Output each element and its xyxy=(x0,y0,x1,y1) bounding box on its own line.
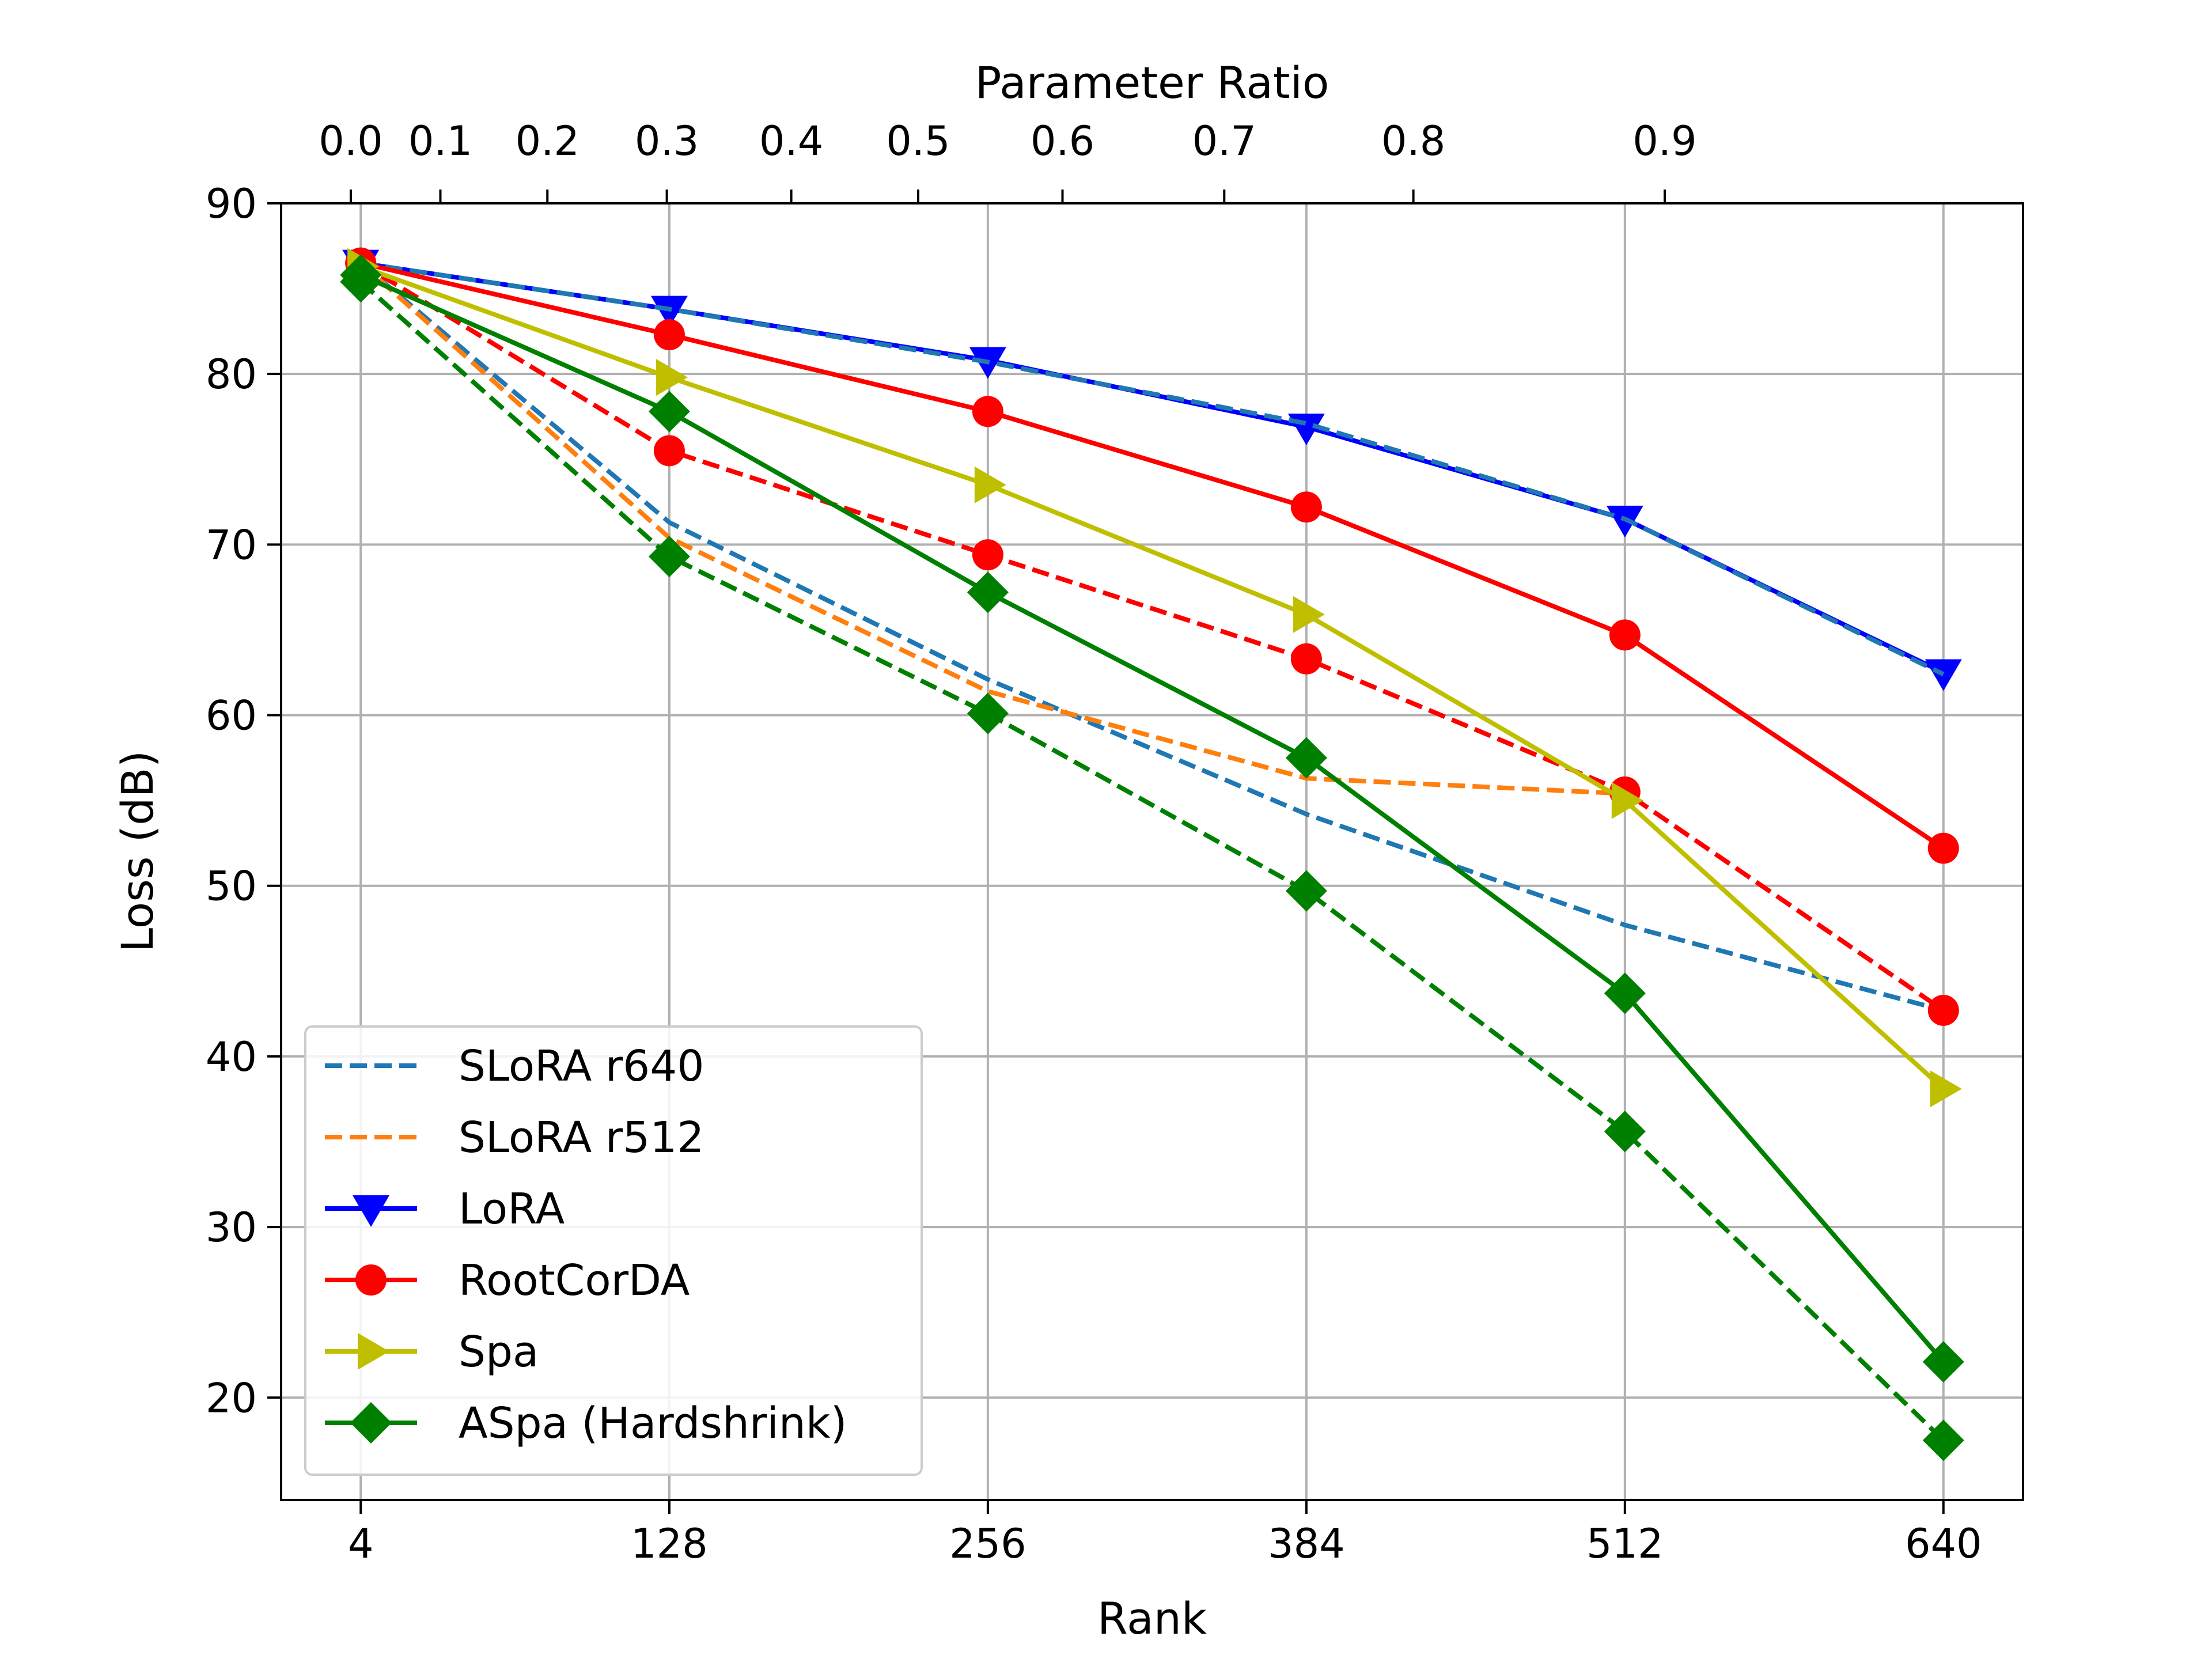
data-point xyxy=(1285,870,1327,912)
data-point xyxy=(1927,994,1959,1026)
y-tick-label: 30 xyxy=(206,1204,257,1251)
data-point xyxy=(1922,1419,1964,1461)
plot-frame xyxy=(280,202,2024,1501)
x-tick-label: 128 xyxy=(631,1520,708,1567)
top-tick-label: 0.8 xyxy=(1381,118,1445,165)
series-line xyxy=(359,264,1945,1091)
legend-item: RootCorDA xyxy=(325,1256,690,1305)
data-point xyxy=(1290,643,1322,675)
x-tick-label: 4 xyxy=(348,1520,374,1567)
series-7 xyxy=(340,254,1964,1383)
top-tick-label: 0.6 xyxy=(1031,118,1094,165)
y-axis-label: Loss (dB) xyxy=(112,751,163,953)
legend-marker xyxy=(353,1195,389,1227)
series-line xyxy=(360,260,1945,850)
data-point xyxy=(650,296,688,328)
legend-label: RootCorDA xyxy=(459,1256,690,1305)
data-point xyxy=(974,466,1006,503)
series-8 xyxy=(340,261,1964,1461)
legend-item: SLoRA r640 xyxy=(325,1041,704,1091)
data-point xyxy=(1293,596,1325,633)
data-point xyxy=(1290,491,1322,523)
series-line xyxy=(359,261,1945,1013)
legend-marker xyxy=(355,1264,387,1296)
data-point xyxy=(1604,972,1646,1014)
data-point xyxy=(1285,737,1327,779)
data-point xyxy=(1922,1341,1964,1383)
y-tick-label: 40 xyxy=(206,1033,257,1081)
legend-label: LoRA xyxy=(459,1184,565,1234)
y-tick-label: 50 xyxy=(206,863,257,910)
legend-item: LoRA xyxy=(325,1184,565,1234)
legend-label: SLoRA r640 xyxy=(459,1041,704,1091)
series-1 xyxy=(359,261,1625,796)
x-tick-label: 512 xyxy=(1586,1520,1664,1567)
data-point xyxy=(1609,619,1641,651)
y-tick-label: 90 xyxy=(206,180,257,228)
legend-marker xyxy=(350,1402,392,1444)
y-tick-label: 20 xyxy=(206,1374,257,1422)
series-3 xyxy=(360,260,1945,677)
data-point xyxy=(967,571,1009,613)
top-tick-label: 0.4 xyxy=(759,118,823,165)
legend-item: ASpa (Hardshrink) xyxy=(325,1399,847,1448)
x-tick-label: 384 xyxy=(1268,1520,1345,1567)
series-line xyxy=(359,261,1944,1013)
data-point xyxy=(1604,1111,1646,1153)
data-point xyxy=(972,539,1003,571)
data-point xyxy=(648,536,690,578)
top-tick-label: 0.2 xyxy=(516,118,579,165)
data-point xyxy=(967,692,1009,734)
data-point xyxy=(972,396,1003,427)
series-line xyxy=(359,280,1945,1442)
top-tick-label: 0.9 xyxy=(1633,118,1696,165)
data-point xyxy=(648,391,690,433)
series-0 xyxy=(359,261,1944,1013)
data-point xyxy=(1927,832,1959,864)
legend-item: SLoRA r512 xyxy=(325,1113,704,1162)
y-tick-label: 60 xyxy=(206,692,257,740)
data-point xyxy=(653,319,685,351)
legend-item: Spa xyxy=(325,1327,539,1377)
y-tick-label: 70 xyxy=(206,521,257,569)
series-line xyxy=(359,272,1945,1363)
data-point xyxy=(1930,1070,1962,1108)
top-tick-label: 0.7 xyxy=(1192,118,1256,165)
top-tick-label: 0.1 xyxy=(408,118,472,165)
legend-marker xyxy=(357,1333,389,1370)
legend-label: Spa xyxy=(459,1327,539,1377)
legend-label: ASpa (Hardshrink) xyxy=(459,1399,847,1448)
top-tick-label: 0.5 xyxy=(886,118,950,165)
y-tick-label: 80 xyxy=(206,351,257,398)
legend: SLoRA r640 SLoRA r512 LoRA RootCorDA Spa ASpa… xyxy=(304,1025,923,1476)
axes: 4 128 256 384 512 640 20 30 40 50 60 70 80 90 0.0 0.1 0.… xyxy=(206,118,1982,1567)
top-tick-label: 0.3 xyxy=(635,118,699,165)
data-point xyxy=(656,359,688,396)
data-point xyxy=(653,435,685,467)
x-tick-label: 256 xyxy=(949,1520,1027,1567)
data-point xyxy=(340,261,382,303)
data-point xyxy=(1925,659,1962,691)
x-axis-label: Rank xyxy=(1097,1593,1207,1644)
data-point xyxy=(1606,505,1643,537)
x-tick-label: 640 xyxy=(1905,1520,1982,1567)
series-layer xyxy=(340,247,1964,1461)
legend-box xyxy=(304,1025,923,1476)
top-axis-label: Parameter Ratio xyxy=(975,57,1330,108)
data-point xyxy=(1611,782,1643,819)
series-line xyxy=(359,261,1625,796)
top-tick-label: 0.0 xyxy=(319,118,382,165)
legend-label: SLoRA r512 xyxy=(459,1113,704,1162)
series-line xyxy=(360,260,1945,677)
